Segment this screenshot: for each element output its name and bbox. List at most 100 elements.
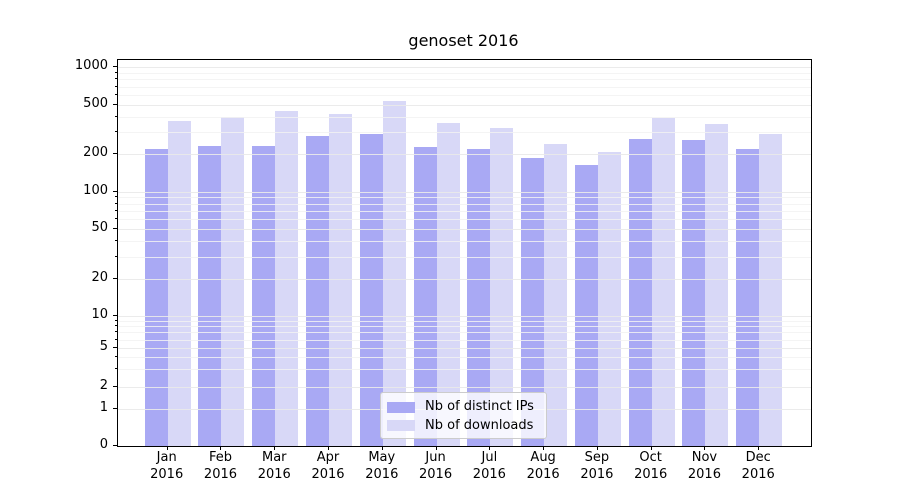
x-label-month: Dec bbox=[745, 450, 771, 465]
x-label-year: 2016 bbox=[419, 466, 453, 482]
y-minor-tick-80 bbox=[115, 202, 117, 204]
bar-downloads-nov bbox=[705, 124, 729, 446]
y-minor-tick-40 bbox=[115, 240, 117, 242]
y-minor-tick-9 bbox=[115, 319, 117, 321]
y-tick-label-1000: 1000 bbox=[74, 58, 108, 74]
x-label-year: 2016 bbox=[741, 466, 775, 482]
gridline-minor-400 bbox=[118, 116, 811, 118]
y-minor-tick-400 bbox=[115, 115, 117, 117]
x-tick-nov bbox=[704, 446, 706, 450]
gridline-minor-900 bbox=[118, 73, 811, 75]
gridline-minor-90 bbox=[118, 197, 811, 199]
bar-downloads-dec bbox=[759, 134, 783, 446]
gridline-1000 bbox=[118, 67, 811, 69]
bar-downloads-apr bbox=[329, 114, 353, 446]
bar-downloads-mar bbox=[275, 110, 299, 446]
x-tick-label-feb: Feb 2016 bbox=[192, 450, 248, 483]
chart-title: genoset 2016 bbox=[408, 31, 519, 50]
x-label-year: 2016 bbox=[526, 466, 560, 482]
y-tick-label-500: 500 bbox=[83, 95, 108, 111]
x-label-year: 2016 bbox=[311, 466, 345, 482]
y-tick-5 bbox=[113, 347, 117, 348]
gridline-minor-800 bbox=[118, 79, 811, 81]
gridline-minor-30 bbox=[118, 256, 811, 258]
gridline-200 bbox=[118, 154, 811, 156]
bar-ips-oct bbox=[628, 139, 652, 446]
x-tick-apr bbox=[328, 446, 330, 450]
gridline-minor-7 bbox=[118, 332, 811, 334]
bar-downloads-may bbox=[382, 100, 406, 446]
bar-ips-jun bbox=[413, 146, 437, 446]
x-label-year: 2016 bbox=[634, 466, 668, 482]
bar-ips-jan bbox=[144, 149, 168, 446]
gridline-minor-8 bbox=[118, 326, 811, 328]
legend-entry-downloads: Nb of downloads bbox=[387, 417, 546, 436]
gridline-2 bbox=[118, 386, 811, 388]
bar-downloads-sep bbox=[597, 151, 621, 446]
y-minor-tick-800 bbox=[115, 78, 117, 80]
y-minor-tick-70 bbox=[115, 209, 117, 211]
y-tick-100 bbox=[113, 190, 117, 192]
y-minor-tick-900 bbox=[115, 72, 117, 74]
y-tick-label-0: 0 bbox=[99, 437, 108, 452]
x-tick-label-sep: Sep 2016 bbox=[569, 450, 625, 483]
bar-ips-apr bbox=[306, 136, 330, 446]
gridline-minor-3 bbox=[118, 369, 811, 371]
y-tick-500 bbox=[113, 103, 117, 105]
y-tick-label-100: 100 bbox=[83, 182, 108, 198]
bar-ips-jul bbox=[467, 148, 491, 446]
y-tick-label-5: 5 bbox=[99, 339, 108, 354]
y-tick-label-1: 1 bbox=[99, 399, 108, 415]
gridline-5 bbox=[118, 348, 811, 349]
x-tick-mar bbox=[274, 446, 276, 450]
gridline-100 bbox=[118, 191, 811, 193]
y-tick-10 bbox=[113, 315, 117, 316]
x-tick-label-aug: Aug 2016 bbox=[515, 450, 571, 483]
gridline-minor-9 bbox=[118, 320, 811, 322]
legend: Nb of distinct IPs Nb of downloads bbox=[380, 392, 547, 439]
x-label-month: Sep bbox=[584, 450, 610, 465]
x-label-month: Jul bbox=[481, 450, 498, 465]
y-minor-tick-4 bbox=[115, 356, 117, 358]
x-tick-label-jun: Jun 2016 bbox=[408, 450, 464, 483]
y-minor-tick-700 bbox=[115, 85, 117, 87]
bar-downloads-aug bbox=[544, 144, 568, 446]
x-tick-label-dec: Dec 2016 bbox=[730, 450, 786, 483]
legend-swatch-distinct-ips bbox=[387, 401, 415, 413]
y-minor-tick-3 bbox=[115, 368, 117, 370]
legend-swatch-downloads bbox=[387, 420, 415, 432]
gridline-minor-600 bbox=[118, 94, 811, 96]
bar-ips-mar bbox=[252, 146, 276, 446]
gridline-minor-70 bbox=[118, 210, 811, 212]
bar-downloads-feb bbox=[221, 116, 245, 446]
x-label-month: Nov bbox=[691, 450, 718, 465]
gridline-500 bbox=[118, 104, 811, 106]
bar-ips-nov bbox=[682, 139, 706, 446]
y-minor-tick-300 bbox=[115, 131, 117, 133]
x-tick-sep bbox=[596, 446, 598, 450]
x-tick-jun bbox=[435, 446, 437, 450]
y-tick-1000 bbox=[113, 66, 117, 68]
x-tick-label-jul: Jul 2016 bbox=[461, 450, 517, 483]
bar-downloads-jul bbox=[490, 128, 514, 446]
x-tick-dec bbox=[758, 446, 760, 450]
x-label-year: 2016 bbox=[365, 466, 399, 482]
gridline-minor-300 bbox=[118, 132, 811, 134]
y-tick-50 bbox=[113, 228, 117, 230]
y-minor-tick-30 bbox=[115, 255, 117, 257]
x-label-month: Apr bbox=[316, 450, 340, 465]
y-tick-label-50: 50 bbox=[91, 220, 108, 236]
x-label-year: 2016 bbox=[472, 466, 506, 482]
x-label-month: Mar bbox=[261, 450, 287, 465]
bar-ips-dec bbox=[736, 149, 760, 446]
x-label-year: 2016 bbox=[580, 466, 614, 482]
y-minor-tick-600 bbox=[115, 93, 117, 95]
gridline-minor-6 bbox=[118, 339, 811, 341]
y-minor-tick-6 bbox=[115, 338, 117, 340]
x-tick-jan bbox=[166, 446, 168, 450]
y-minor-tick-90 bbox=[115, 196, 117, 198]
x-tick-oct bbox=[650, 446, 652, 450]
y-tick-1 bbox=[113, 407, 117, 409]
x-label-year: 2016 bbox=[203, 466, 238, 482]
